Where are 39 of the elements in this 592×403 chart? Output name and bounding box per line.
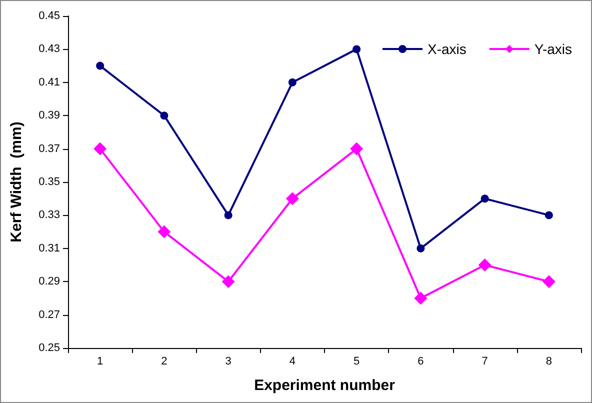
point	[352, 45, 361, 54]
y-tick-label: 0.27	[38, 308, 60, 321]
point	[480, 194, 489, 203]
y-tick-label: 0.43	[38, 43, 60, 56]
point	[96, 62, 104, 70]
x-axis-title: Experiment number	[254, 377, 396, 394]
point	[158, 225, 171, 238]
point	[160, 112, 168, 120]
y-tick-label: 0.39	[38, 110, 60, 122]
legend-label: X-axis	[427, 41, 466, 57]
y-tick-label: 0.35	[38, 176, 60, 188]
y-tick-label: 0.29	[38, 276, 60, 288]
y-axis-title: Kerf Width (mm)	[8, 122, 25, 242]
point	[542, 275, 556, 288]
point	[288, 78, 296, 86]
x-tick-label: 4	[289, 356, 296, 368]
x-tick-label: 5	[354, 356, 360, 368]
x-tick-label: 3	[225, 356, 232, 368]
point	[222, 275, 235, 288]
y-tick-label: 0.37	[38, 142, 60, 155]
x-tick-label: 7	[482, 356, 488, 368]
y-tick-label: 0.25	[38, 342, 60, 354]
point	[544, 211, 553, 220]
point	[94, 142, 107, 156]
point	[416, 244, 425, 252]
y-tick-label: 0.33	[38, 209, 60, 222]
point	[414, 292, 428, 305]
y-tick-label: 0.45	[38, 10, 60, 22]
point	[224, 211, 232, 220]
x-tick-label: 6	[418, 356, 424, 368]
x-tick-label: 8	[546, 356, 552, 368]
point	[350, 142, 364, 156]
x-tick-label: 1	[97, 356, 104, 368]
point	[478, 258, 492, 272]
legend-label: Y-axis	[534, 41, 572, 57]
y-tick-label: 0.41	[38, 76, 60, 88]
point	[286, 192, 299, 206]
y-tick-label: 0.31	[38, 242, 60, 254]
x-tick-label: 2	[161, 356, 168, 368]
